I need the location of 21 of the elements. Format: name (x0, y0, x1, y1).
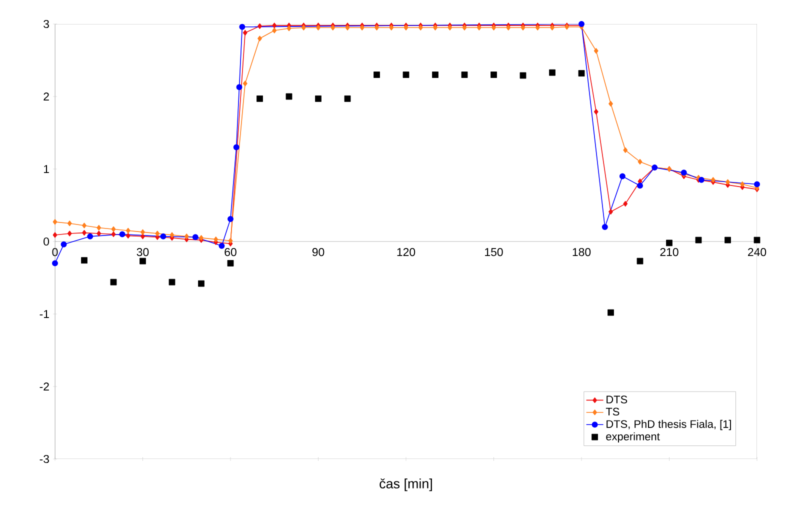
y-tick-label: 1 (44, 165, 49, 173)
legend-label: DTS (606, 396, 628, 404)
legend-label: DTS, PhD thesis Fiala, [1] (606, 420, 731, 430)
x-axis-title: čas [min] (380, 478, 432, 492)
y-tick-label: -2 (40, 382, 49, 390)
y-tick-label: -1 (40, 310, 49, 318)
y-tick-label: 0 (44, 237, 50, 246)
x-tick-label: 30 (136, 248, 149, 256)
x-tick-label: 150 (485, 248, 503, 256)
legend-label: experiment (606, 432, 660, 443)
x-tick-label: 240 (748, 248, 766, 256)
y-tick-label: -3 (40, 454, 49, 464)
x-tick-label: 120 (397, 248, 416, 256)
x-tick-label: 0 (52, 248, 58, 256)
y-tick-label: 2 (44, 92, 49, 100)
x-tick-label: 90 (312, 248, 324, 256)
y-tick-label: 3 (44, 20, 49, 28)
x-tick-label: 180 (572, 248, 591, 256)
x-tick-label: 210 (660, 248, 678, 256)
x-tick-label: 60 (224, 248, 236, 256)
legend-label: TS (606, 408, 620, 416)
